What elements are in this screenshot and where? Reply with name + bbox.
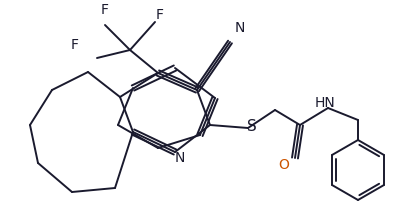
Text: F: F <box>101 3 109 17</box>
Text: N: N <box>235 21 245 35</box>
Text: S: S <box>247 119 257 134</box>
Text: F: F <box>156 8 164 22</box>
Text: HN: HN <box>315 96 335 110</box>
Text: N: N <box>175 151 185 165</box>
Text: O: O <box>278 158 290 172</box>
Text: F: F <box>71 38 79 52</box>
